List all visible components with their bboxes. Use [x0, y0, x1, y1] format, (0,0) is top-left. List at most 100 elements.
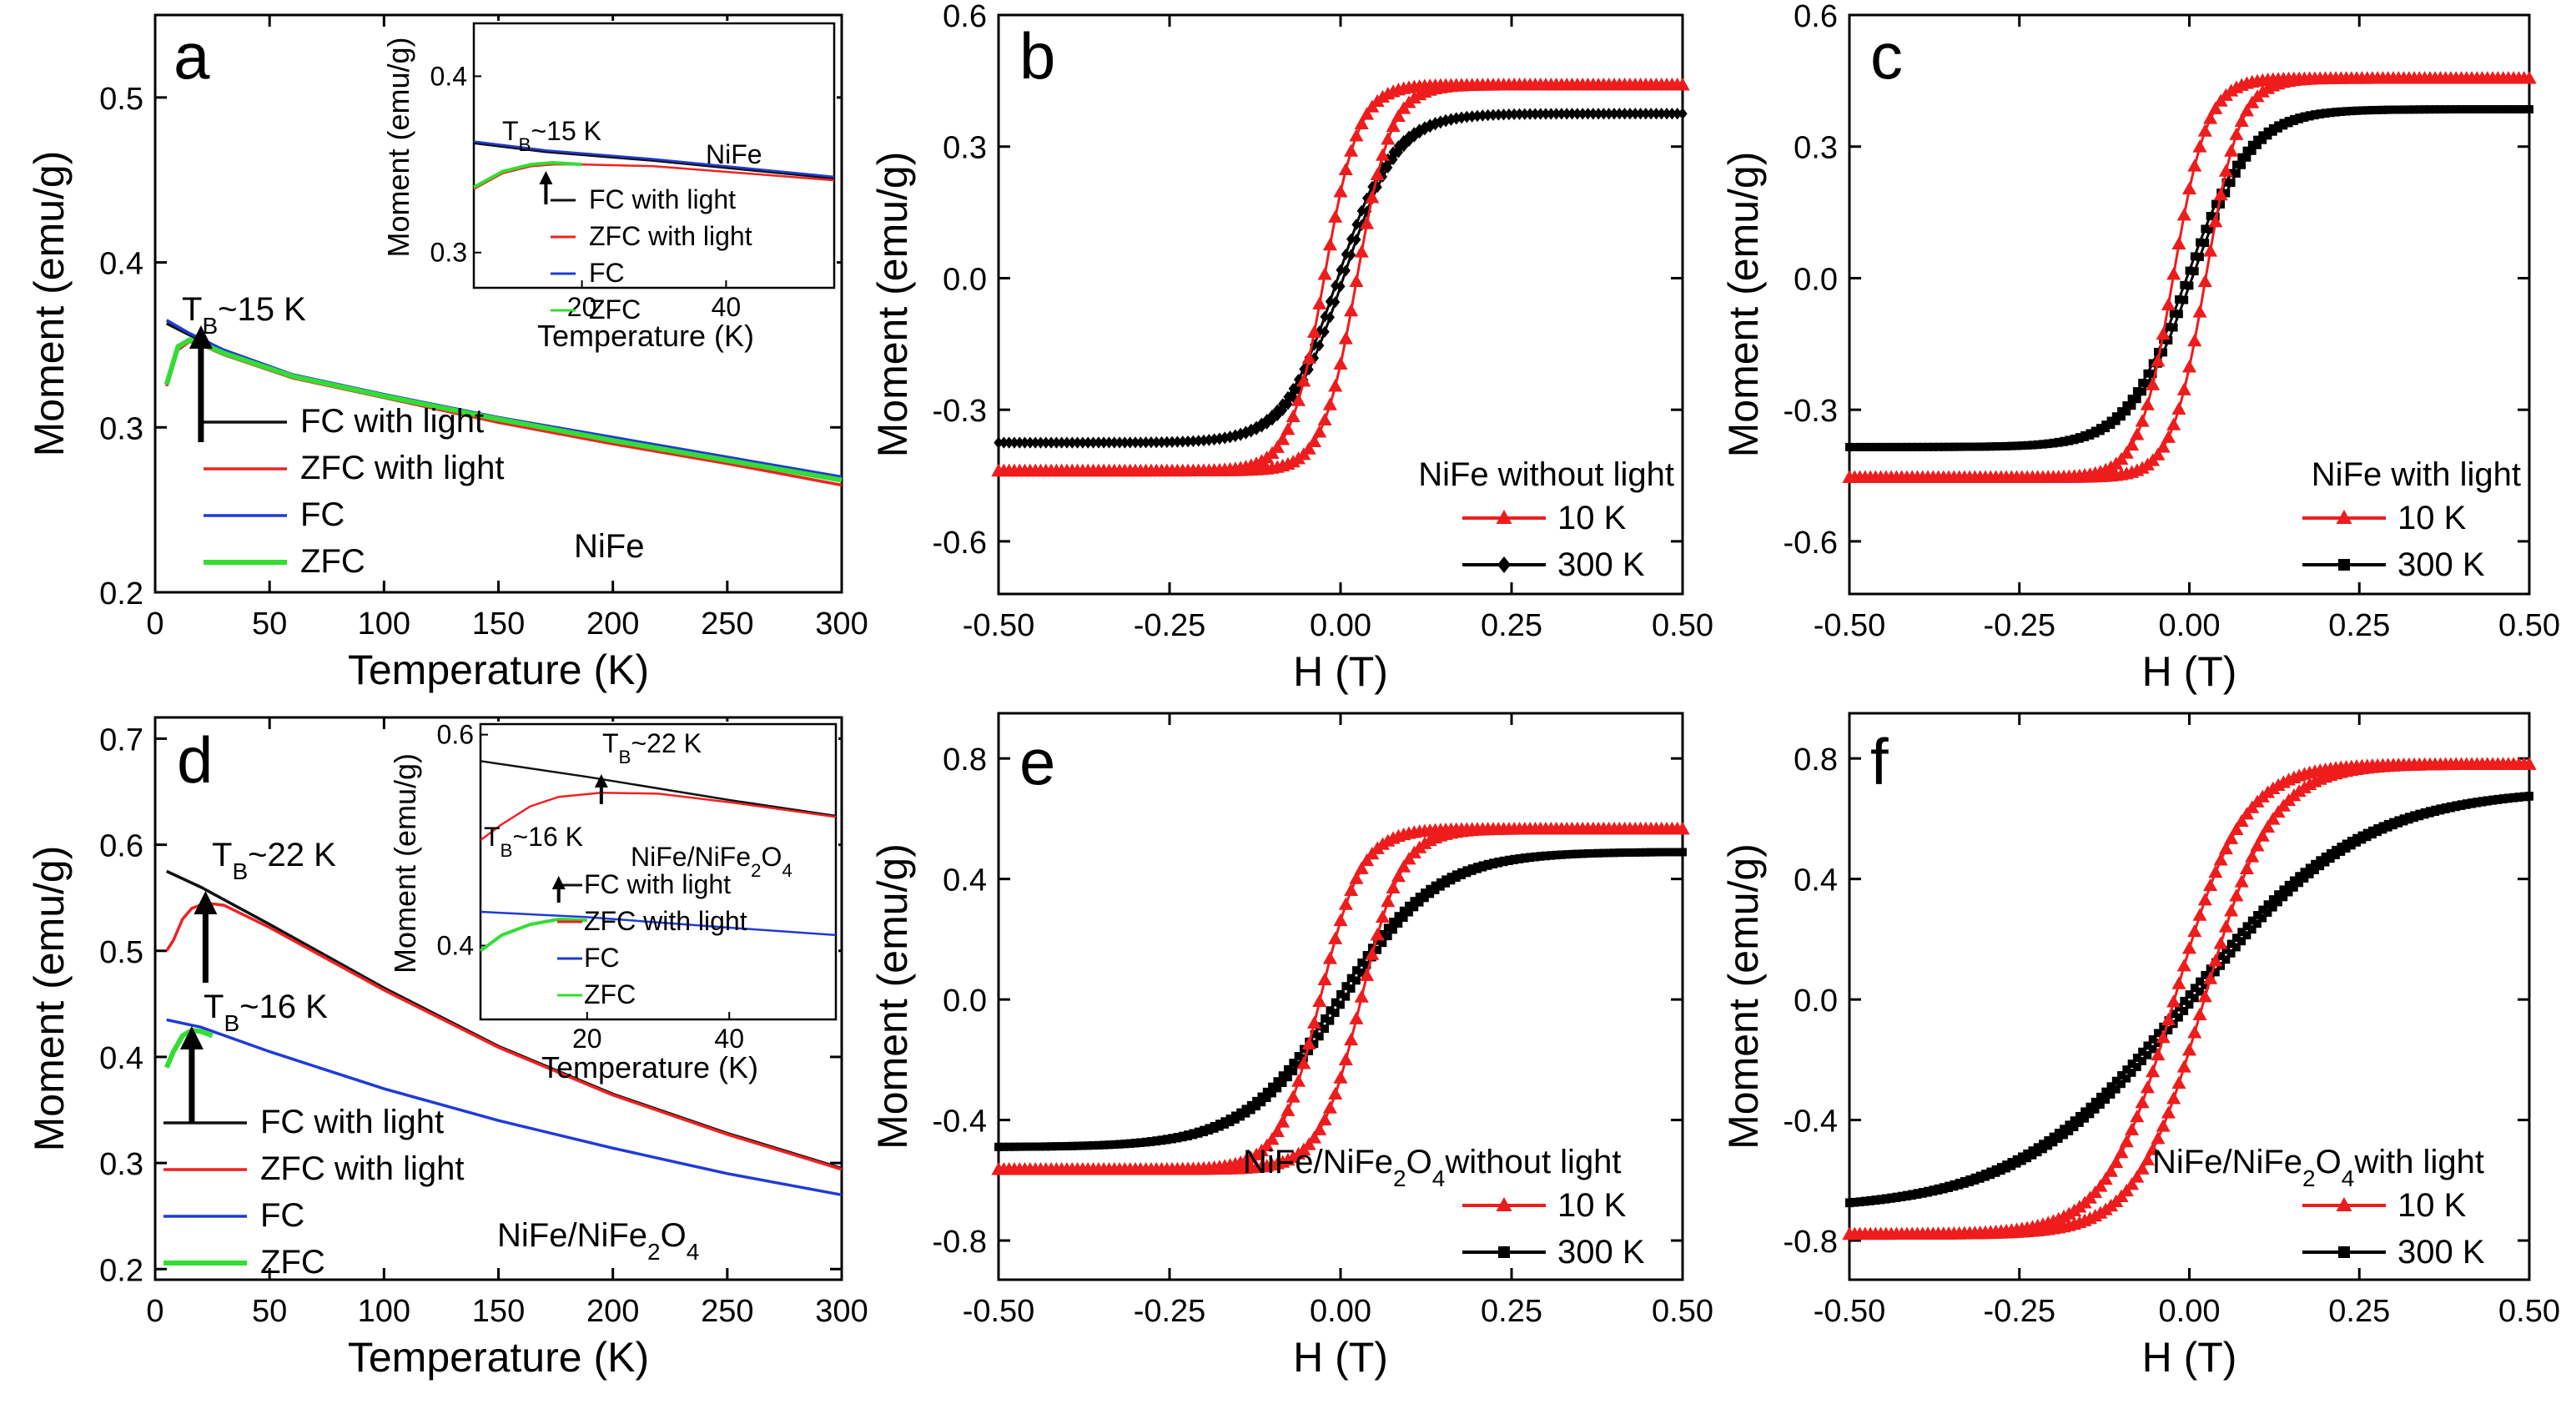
data-point: [1431, 881, 1440, 890]
x-tick-label: -0.25: [1134, 1294, 1206, 1329]
data-point: [1631, 848, 1640, 857]
data-point: [2132, 395, 2141, 404]
data-point: [2190, 267, 2199, 276]
x-tick-label: 100: [358, 1294, 410, 1329]
data-point: [1588, 848, 1597, 858]
data-point: [1349, 871, 1364, 884]
data-point: [1357, 958, 1366, 967]
data-point: [2347, 106, 2356, 115]
data-point: [2164, 323, 2173, 331]
data-point: [1562, 108, 1572, 120]
data-point: [1099, 1140, 1109, 1150]
data-point: [1146, 436, 1156, 449]
data-point: [2093, 1179, 2108, 1192]
data-point: [1289, 1059, 1298, 1067]
data-point: [2151, 447, 2166, 460]
data-point: [1945, 1181, 1954, 1190]
data-point: [1341, 982, 1351, 991]
data-point: [2206, 225, 2215, 234]
data-point: [2206, 212, 2215, 220]
data-point: [1641, 108, 1651, 120]
legend-label: FC: [300, 496, 345, 533]
data-point: [1860, 1196, 1869, 1205]
data-point: [2289, 876, 2298, 885]
data-point: [2342, 844, 2351, 853]
inset-blocking-temperature-label-1: TB~22 K: [602, 728, 702, 767]
legend-label: ZFC: [260, 1244, 325, 1281]
data-point: [2519, 105, 2528, 113]
data-point: [1336, 989, 1345, 999]
y-tick-label: 0.4: [430, 61, 467, 91]
label-sub: 2: [751, 860, 761, 881]
data-point: [2478, 105, 2487, 113]
data-point: [2253, 919, 2262, 928]
data-point: [1194, 435, 1204, 447]
data-point: [1178, 435, 1188, 448]
data-point: [1338, 1052, 1353, 1065]
data-point: [1375, 909, 1391, 923]
y-axis-label: Moment (emu/g): [869, 843, 916, 1150]
data-point: [2175, 1003, 2183, 1012]
data-point: [1317, 267, 1332, 280]
data-point: [2171, 1075, 2186, 1089]
data-point: [1351, 219, 1361, 231]
data-point: [2218, 841, 2233, 855]
data-point: [1114, 436, 1124, 449]
x-tick-label: -0.50: [963, 608, 1035, 643]
data-point: [1903, 442, 1911, 451]
data-point: [2332, 851, 2340, 859]
data-point: [2203, 244, 2218, 257]
data-point: [1457, 111, 1467, 123]
legend-title: NiFe with light: [2312, 456, 2521, 493]
data-point: [1020, 1142, 1029, 1151]
legend-title-sub: 2: [1393, 1165, 1406, 1191]
data-point: [2234, 113, 2249, 127]
loop-branch: [999, 83, 1683, 473]
data-point: [2279, 885, 2288, 894]
data-point: [1057, 436, 1067, 449]
legend-title-rest: without light: [1444, 1144, 1621, 1180]
tb-subscript: B: [224, 1010, 239, 1036]
data-point: [2342, 107, 2351, 116]
data-point: [1285, 1089, 1301, 1103]
data-point: [2166, 1091, 2181, 1105]
data-point: [2425, 105, 2434, 114]
inset-arrow-1-head: [594, 774, 608, 788]
loop-branch: [1849, 77, 2529, 480]
data-point: [2169, 309, 2178, 318]
data-point: [999, 436, 1009, 449]
data-point: [1312, 296, 1327, 309]
data-point: [1352, 976, 1361, 985]
data-point: [2378, 822, 2387, 831]
data-point: [2279, 893, 2288, 902]
loop-branch: [999, 828, 1683, 1171]
data-point: [2132, 1063, 2141, 1071]
data-point: [1636, 848, 1645, 857]
data-point: [1389, 925, 1397, 934]
data-point: [2203, 111, 2218, 124]
data-point: [2171, 401, 2186, 415]
data-point: [1200, 1125, 1208, 1135]
y-tick-label: 0.3: [1794, 131, 1838, 166]
legend-title-main: NiFe/NiFe: [2152, 1144, 2302, 1180]
data-point: [1667, 108, 1677, 120]
data-point: [1257, 1098, 1266, 1107]
data-point: [1530, 108, 1540, 120]
data-point: [1678, 108, 1688, 120]
data-point: [1625, 108, 1635, 120]
data-point: [2197, 123, 2212, 137]
data-point: [2175, 1013, 2183, 1022]
data-point: [2196, 977, 2204, 986]
data-point: [1188, 435, 1198, 447]
panel-letter: b: [1019, 19, 1055, 93]
loop-branch: [1849, 108, 2529, 449]
data-point: [1426, 889, 1435, 898]
data-point: [2049, 1138, 2058, 1147]
data-point: [1004, 1142, 1014, 1151]
data-point: [2132, 387, 2141, 395]
data-point: [2321, 852, 2330, 861]
x-tick-label: 0.50: [1652, 1294, 1713, 1329]
data-point: [1317, 1112, 1332, 1126]
data-point: [1104, 436, 1114, 449]
data-point: [1960, 1177, 1969, 1185]
